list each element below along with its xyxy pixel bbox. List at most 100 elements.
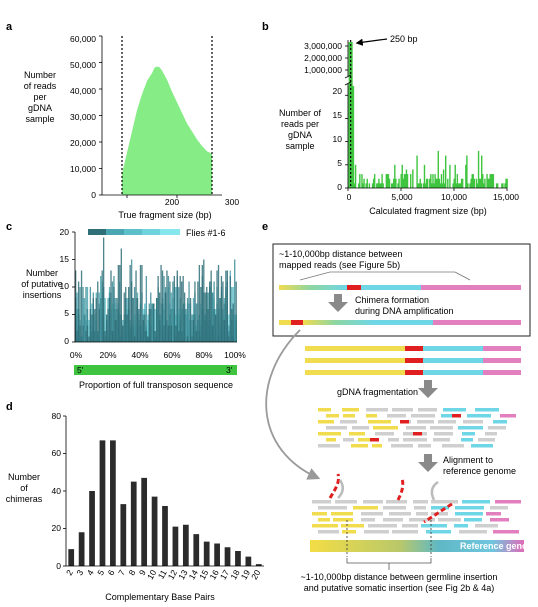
b-bar (352, 86, 355, 188)
c-bar (169, 281, 171, 342)
a-ytick: 30,000 (70, 112, 96, 122)
e-aligned-read (413, 500, 428, 504)
b-bar (378, 178, 380, 188)
c-bar (126, 314, 128, 342)
c-ytick: 20 (60, 227, 70, 237)
e-fragment (392, 408, 413, 412)
b-bar (472, 174, 474, 188)
e-down-arrow (328, 294, 348, 312)
e-aligned-read (363, 500, 383, 504)
c-legend-swatch (106, 229, 124, 235)
b-bar (368, 183, 371, 188)
c-bar (76, 309, 78, 342)
d-xtick: 2 (64, 568, 75, 577)
c-bar (228, 336, 230, 342)
e-fragment-insertion (452, 414, 461, 418)
c-bar (98, 309, 100, 342)
e-aligned-read (454, 524, 468, 528)
b-bar (502, 183, 504, 188)
c-bar (188, 281, 190, 342)
c-bar (117, 265, 120, 342)
e-aligned-read (364, 530, 389, 534)
c-bar (77, 281, 80, 342)
b-xlabel: Calculated fragment size (bp) (369, 206, 487, 216)
b-bar (386, 174, 389, 188)
e-fragment (403, 438, 427, 442)
b-ylabel-line: Number of (279, 108, 322, 118)
c-bar (173, 276, 175, 342)
b-bar (376, 183, 378, 188)
b-bar (440, 174, 443, 188)
b-bar (377, 183, 379, 188)
c-bar (104, 331, 106, 342)
b-bar (404, 174, 407, 188)
c-bar (92, 298, 94, 342)
c-bar (197, 281, 199, 342)
e-fragment (493, 420, 507, 424)
b-bar (425, 178, 428, 188)
b-xtick: 15,000 (493, 192, 519, 202)
e-read-insertion (347, 285, 361, 290)
b-bar (432, 174, 434, 188)
c-bar (186, 336, 189, 342)
panel-d-chart: 80 60 40 20 0 Complementary Base Pairs N… (6, 411, 264, 602)
e-fragment (340, 420, 357, 424)
c-bar (211, 325, 214, 342)
d-bar (68, 549, 75, 566)
e-fragment (488, 426, 506, 430)
c-bar (107, 309, 109, 342)
e-alignment-text-line: reference genome (443, 466, 516, 476)
c-bar (163, 276, 165, 342)
b-bar (477, 150, 480, 188)
b-bar (424, 183, 427, 188)
e-aligned-read (402, 524, 418, 528)
a-ytick: 40,000 (70, 86, 96, 96)
b-bar (394, 164, 396, 188)
c-bar (148, 309, 150, 342)
e-fragment (461, 438, 473, 442)
b-bar (365, 183, 367, 188)
b-bar (433, 183, 435, 188)
c-bar (111, 331, 114, 342)
c-bar (206, 287, 208, 342)
b-bar (452, 183, 454, 188)
b-peak-bar (348, 42, 353, 188)
d-ytick: 20 (52, 523, 62, 533)
d-xtick: 13 (176, 568, 190, 581)
c-bar (141, 265, 143, 342)
b-bar (431, 183, 433, 188)
c-xtick: 20% (99, 350, 116, 360)
d-bar (130, 481, 137, 566)
d-xtick: 3 (74, 568, 85, 577)
b-bar (488, 178, 490, 188)
e-fragment (438, 420, 456, 424)
d-bar (255, 564, 262, 566)
e-curved-arrow (265, 329, 321, 480)
c-bar (201, 265, 203, 342)
e-read-genome-segment (361, 285, 421, 290)
e-chimera-segment (303, 320, 373, 325)
e-down-arrow (418, 380, 438, 398)
c-legend-swatch (88, 229, 106, 235)
b-bar (471, 174, 473, 188)
b-bar (385, 174, 388, 188)
e-genome-copy (423, 358, 483, 363)
c-bar (135, 270, 137, 342)
c-ytick: 0 (64, 336, 69, 346)
b-ytick-lower: 20 (333, 86, 343, 96)
b-bar (412, 169, 414, 188)
b-bar (422, 183, 425, 188)
c-legend-swatch (160, 229, 180, 235)
b-ylabel-line: gDNA (288, 130, 312, 140)
e-aligned-read (342, 530, 356, 534)
c-bar (157, 276, 159, 342)
c-xtick: 80% (195, 350, 212, 360)
a-ylabel-line: per (33, 92, 46, 102)
e-genome-copy (305, 346, 405, 351)
e-fragment (463, 420, 483, 424)
e-aligned-read (335, 500, 357, 504)
c-bar (104, 298, 106, 342)
e-genome-copy (483, 370, 521, 375)
c-bar (105, 314, 108, 342)
c-bar (167, 276, 170, 342)
